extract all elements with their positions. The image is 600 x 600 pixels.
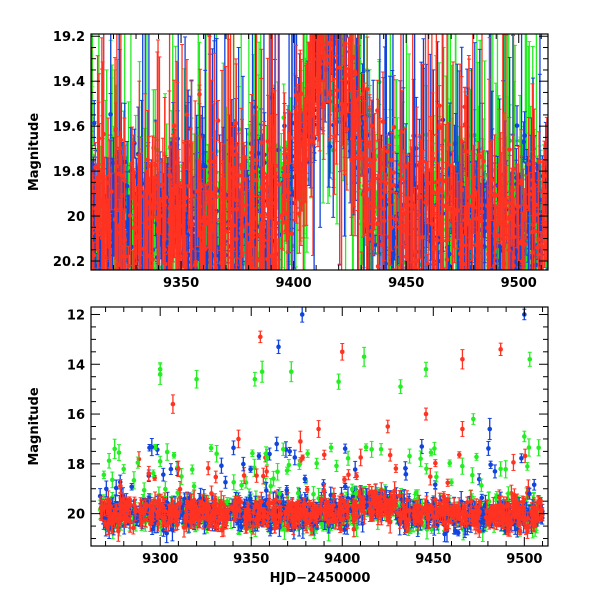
series-1-point [335,24,340,29]
series-0-point [328,17,333,22]
series-1-point [236,295,241,300]
series-0-point [216,296,221,301]
series-1-point [228,279,233,284]
series-0-point [478,278,483,283]
series-1-point [318,5,323,10]
series-0-point [464,280,469,285]
series-1-point [276,147,281,153]
series-0-point [483,297,488,302]
series-0-point [230,271,235,276]
series-1-point [498,270,503,275]
series-0-point [135,269,137,270]
series-1-point [201,311,206,316]
series-0-point [260,270,265,275]
series-1-point [333,27,338,32]
series-1-point [253,104,258,110]
series-1-point [322,5,327,10]
series-1-point [204,281,209,286]
series-0-point [320,7,325,12]
series-0-point [329,22,334,27]
series-0-point [326,15,331,20]
series-0-point [495,282,500,287]
series-1-point [395,270,400,275]
series-0-point [544,273,549,278]
top-panel: 9350 9400 9450 950019.219.419.619.82020.2Ma… [27,0,549,316]
series-1-point [320,0,325,2]
series-1-point [495,289,500,294]
series-1-point [157,274,162,279]
series-1-point [480,285,485,290]
series-0-point [153,270,158,275]
series-1-point [521,139,527,145]
series-0-point [541,282,546,287]
series-1-point [522,133,527,138]
series-0-point [456,274,461,279]
series-0-point [259,293,264,298]
series-0-point [341,9,346,14]
series-0-point [483,301,488,306]
series-1-point [108,112,113,117]
series-1-point [269,287,274,292]
series-0-point [344,19,349,24]
series-1-point [134,272,139,277]
series-0-point [431,271,436,276]
series-0-point [91,290,96,295]
series-0-point [330,17,335,22]
series-0-point [455,273,460,278]
series-0-point [313,17,318,22]
series-0-point [251,294,256,299]
series-1-point [321,18,326,23]
series-0-point [249,273,254,278]
series-1-point [251,271,256,276]
series-0-point [168,310,173,315]
series-0-point [332,15,337,20]
series-0-point [337,6,342,11]
series-0-point [264,282,269,287]
series-1-point [475,272,480,277]
series-1-point [146,274,151,279]
series-1-point [215,271,220,276]
series-1-point [139,277,144,282]
series-0-point [394,134,399,140]
data-points [91,0,549,316]
series-0-point [212,289,217,294]
series-0-point [331,0,336,2]
series-1-point [514,123,520,128]
series-1-point [256,151,261,156]
series-0-point [420,299,425,304]
series-0-point [471,287,476,292]
series-0-point [326,29,331,34]
series-1-point [441,280,446,285]
series-0-point [331,3,336,8]
series-0-point [482,302,487,307]
series-0-point [115,287,120,292]
series-0-point [174,300,179,305]
series-1-point [155,296,160,301]
series-1-point [124,183,130,189]
series-1-point [208,288,213,293]
series-0-point [314,14,319,19]
